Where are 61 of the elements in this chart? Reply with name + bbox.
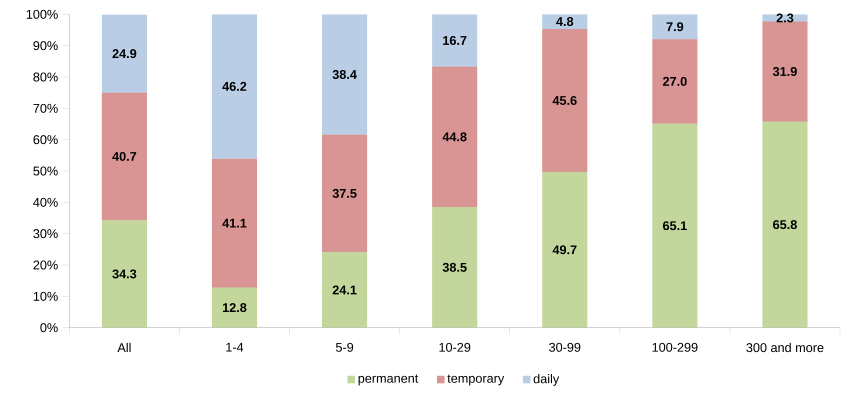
data-label: 44.8 xyxy=(442,132,467,142)
bar xyxy=(542,29,588,172)
legend-label: daily xyxy=(534,374,560,386)
x-tick-label: All xyxy=(117,342,131,352)
data-label: 24.1 xyxy=(332,285,357,294)
y-tick-label: 70% xyxy=(33,104,58,113)
bar xyxy=(762,22,808,122)
data-label: 65.1 xyxy=(662,221,687,230)
bar xyxy=(432,207,478,328)
y-tick-label: 0% xyxy=(40,323,58,332)
data-label: 27.0 xyxy=(662,76,687,86)
legend-label: permanent xyxy=(358,374,418,386)
x-tick-label: 300 and more xyxy=(746,342,824,352)
data-label: 38.4 xyxy=(332,70,357,79)
bar xyxy=(652,39,698,124)
data-label: 45.6 xyxy=(552,96,577,105)
bar xyxy=(322,14,368,135)
y-tick-label: 50% xyxy=(33,166,58,176)
data-label: 34.3 xyxy=(112,269,136,278)
data-label: 40.7 xyxy=(112,152,136,161)
bar xyxy=(322,252,368,328)
bar xyxy=(102,220,147,328)
bar xyxy=(652,14,698,40)
bar xyxy=(322,134,368,252)
bar xyxy=(432,14,478,67)
data-label: 46.2 xyxy=(222,82,246,91)
data-label: 2.3 xyxy=(776,13,794,22)
x-tick-label: 100-299 xyxy=(652,342,698,352)
y-tick-label: 60% xyxy=(33,135,58,144)
y-tick-label: 10% xyxy=(34,292,58,301)
x-tick-label: 10-29 xyxy=(439,342,470,352)
bar xyxy=(432,66,478,208)
data-label: 24.9 xyxy=(112,49,136,58)
bar xyxy=(102,14,147,93)
y-tick-label: 40% xyxy=(33,198,58,207)
data-label: 12.8 xyxy=(222,303,246,312)
data-label: 7.9 xyxy=(666,22,684,32)
data-label: 38.5 xyxy=(442,262,467,272)
data-label: 37.5 xyxy=(332,188,357,198)
bar xyxy=(212,288,258,328)
x-tick-label: 1-4 xyxy=(226,342,244,352)
y-tick-label: 90% xyxy=(33,41,58,50)
bar xyxy=(542,172,588,328)
y-tick-label: 80% xyxy=(33,72,58,82)
bar xyxy=(762,121,808,328)
bar xyxy=(102,92,147,220)
data-label: 31.9 xyxy=(772,67,797,76)
data-label: 49.7 xyxy=(552,245,577,254)
y-tick-label: 20% xyxy=(33,260,58,270)
x-tick-label: 5-9 xyxy=(336,342,354,352)
y-tick-label: 30% xyxy=(33,229,58,238)
bar xyxy=(212,14,258,159)
data-label: 65.8 xyxy=(773,220,797,230)
data-label: 16.7 xyxy=(443,36,466,45)
data-label: 4.8 xyxy=(556,17,574,26)
data-label: 41.1 xyxy=(222,218,246,228)
x-tick-label: 30-99 xyxy=(549,342,580,352)
bar xyxy=(212,158,258,288)
y-tick-label: 100% xyxy=(26,10,58,19)
bar xyxy=(652,124,698,328)
legend-label: temporary xyxy=(447,374,504,386)
